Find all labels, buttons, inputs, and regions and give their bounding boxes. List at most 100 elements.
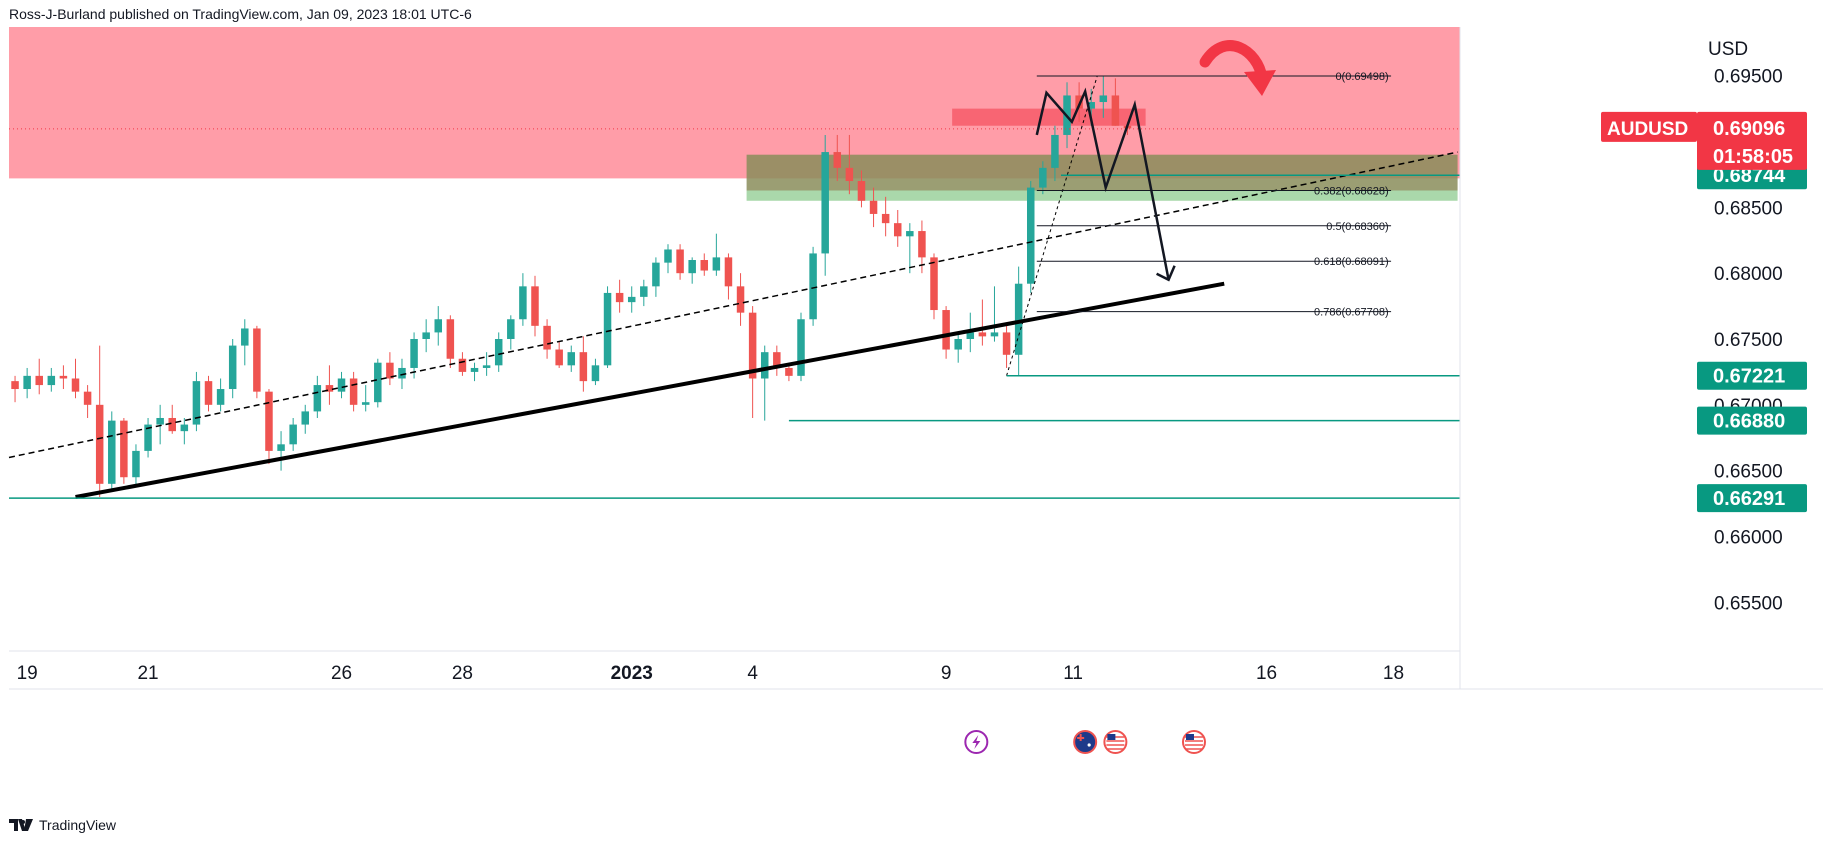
candle-body [640, 286, 648, 297]
candle-body [1075, 95, 1083, 109]
candle-body [83, 391, 92, 405]
flag-canton [1185, 734, 1194, 740]
dashed-trendline [8, 151, 1458, 459]
flag-circle [1073, 730, 1098, 754]
candle [241, 319, 249, 366]
support-trendline [75, 281, 1225, 499]
countdown-label: 01:58:05 [1713, 146, 1793, 168]
price-tick-label: 0.68000 [1714, 264, 1783, 285]
candle-body [349, 378, 358, 405]
candle-body [108, 420, 116, 484]
candle-body [603, 292, 612, 366]
candle [857, 170, 866, 208]
candle-body [71, 378, 80, 392]
candle-body [954, 339, 962, 350]
fib-level-label: 0.618(0.68091) [1314, 256, 1389, 268]
candle [1075, 82, 1083, 122]
candle [531, 275, 539, 337]
candle-body [615, 292, 624, 303]
candle [458, 352, 467, 376]
candle [253, 325, 261, 399]
candle-body [978, 332, 987, 337]
candle-body [906, 231, 914, 237]
candle [760, 345, 769, 421]
candle [676, 244, 684, 280]
candle [519, 273, 527, 326]
candle [95, 345, 104, 497]
axis-layer [9, 27, 1823, 690]
candle-body [434, 319, 443, 333]
candle-body [277, 444, 285, 451]
candle-body [168, 417, 176, 432]
candle-body [120, 420, 128, 478]
price-tick-label: 0.65500 [1714, 593, 1783, 614]
us-flag-icon [1181, 730, 1206, 754]
candle [1111, 78, 1120, 126]
candle-body [1039, 167, 1047, 188]
labels-layer: 0(0.69498) 0.382(0.68628) 0.5(0.68360) 0.61… [17, 39, 1807, 754]
candle [712, 233, 721, 276]
candle [494, 332, 503, 372]
candle-body [204, 381, 213, 405]
candle [954, 332, 962, 363]
curved-arrow-icon [1199, 40, 1268, 84]
candle [845, 134, 854, 195]
candle [821, 134, 829, 276]
candle-body [458, 358, 467, 372]
candle-body [325, 385, 334, 392]
price-tick-label: 0.66500 [1714, 462, 1783, 483]
candle-body [785, 367, 793, 376]
candle [724, 253, 733, 300]
candle [289, 417, 297, 451]
tradingview-logo-icon [9, 819, 33, 831]
candle-body [567, 352, 576, 366]
candle [422, 319, 430, 353]
candle [434, 306, 443, 346]
publisher-caption: Ross-J-Burland published on TradingView.… [9, 6, 472, 22]
price-tick-label: 0.68500 [1714, 198, 1783, 219]
candle-body [688, 260, 696, 274]
candle [47, 367, 56, 392]
candle-body [289, 424, 297, 445]
candle-body [398, 367, 406, 379]
candle [132, 444, 140, 487]
candle [990, 286, 999, 342]
time-tick-label: 9 [941, 663, 952, 684]
candle [386, 352, 394, 386]
candle-body [736, 286, 745, 313]
time-tick-label: 4 [747, 663, 758, 684]
candle [809, 246, 817, 326]
candle-body [966, 332, 975, 339]
candle [446, 315, 455, 368]
lightning-event-icon [964, 730, 989, 754]
candle [567, 345, 576, 372]
candle [410, 332, 418, 379]
candle-body [579, 352, 588, 382]
candle [688, 257, 696, 284]
candle [204, 375, 213, 412]
candle-body [156, 417, 164, 425]
level-price-badge: 0.67221 [1713, 366, 1785, 388]
candle-body [627, 296, 636, 303]
candle-body [942, 310, 950, 350]
candle-body [1026, 187, 1035, 284]
candle [192, 371, 201, 432]
candle-body [361, 402, 370, 405]
candle [265, 389, 273, 465]
candle [83, 385, 92, 418]
candle-body [881, 213, 890, 224]
candle [301, 404, 309, 434]
candle [615, 279, 624, 313]
candle [797, 312, 805, 382]
time-tick-label: 16 [1256, 663, 1277, 684]
candle-body [494, 339, 503, 366]
candle-body [724, 257, 733, 287]
candle [277, 431, 285, 471]
candle-body [519, 286, 527, 320]
candle-body [652, 262, 660, 287]
candle-body [748, 312, 757, 379]
candle [627, 286, 636, 313]
candle [881, 196, 890, 237]
candle [180, 417, 189, 445]
